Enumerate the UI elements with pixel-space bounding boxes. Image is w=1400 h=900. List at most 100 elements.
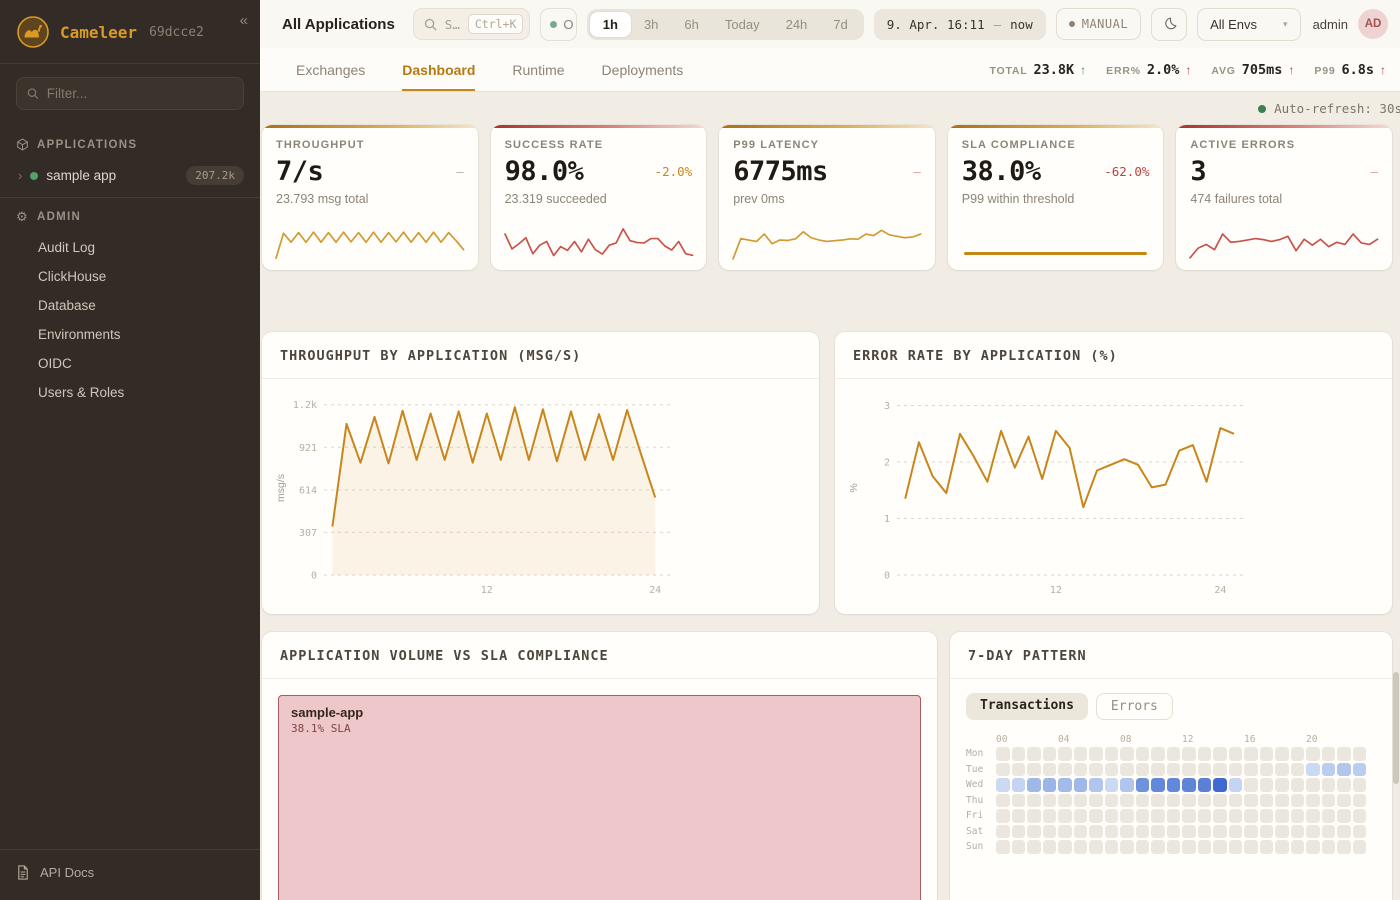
heatmap-cell [1197,762,1211,776]
sidebar-item-api-docs[interactable]: API Docs [0,849,260,900]
heatmap-cell [1011,778,1025,792]
kpi-subtext: 474 failures total [1190,192,1283,206]
tab-exchanges[interactable]: Exchanges [296,61,366,78]
tab-runtime[interactable]: Runtime [512,61,565,78]
sidebar-item-oidc[interactable]: OIDC [38,356,72,371]
heatmap-cell [1042,824,1056,838]
heatmap-cell [1228,762,1242,776]
topbar: All Applications S… Ctrl+K O 1h 3h 6h To… [260,0,1400,48]
card-header: 7-DAY PATTERN [950,632,1392,679]
heatmap-cell [1197,809,1211,823]
tab-transactions[interactable]: Transactions [966,693,1088,720]
heatmap-cell [1104,778,1118,792]
time-range-3h[interactable]: 3h [643,16,659,32]
avatar[interactable]: AD [1358,9,1388,39]
search-icon [27,88,39,99]
heatmap-cell [1027,762,1041,776]
kpi-value: 7/s [276,156,324,187]
pattern-metric-tabs: Transactions Errors [966,693,1376,720]
kpi-delta: -2.0% [654,164,693,179]
filter-input[interactable] [46,86,233,101]
kpi-card-throughput: THROUGHPUT 7/s – 23.793 msg total [262,125,478,270]
heatmap-cell [1073,747,1087,761]
treemap-title: APPLICATION VOLUME VS SLA COMPLIANCE [280,648,609,664]
heatmap-cell [1337,778,1351,792]
stat-value: 2.0% [1146,61,1180,78]
heatmap-cell [1058,778,1072,792]
search-icon [424,18,437,31]
sidebar-item-database[interactable]: Database [38,298,96,313]
time-range-1h[interactable]: 1h [589,11,631,37]
heatmap-cell [1228,747,1242,761]
heatmap-cell [1275,747,1289,761]
sidebar-item-users-roles[interactable]: Users & Roles [38,385,125,400]
heatmap-cell [1058,809,1072,823]
heatmap-cell [1337,762,1351,776]
heatmap-cell [1011,824,1025,838]
heatmap-cell [1151,762,1165,776]
chevron-right-icon[interactable]: › [18,168,23,183]
date-to: now [1010,16,1033,32]
kpi-subtext: 23.319 succeeded [504,192,607,206]
heatmap-cell [1135,809,1149,823]
tab-deployments[interactable]: Deployments [601,61,684,78]
heatmap-cell [1306,793,1320,807]
heatmap-cell [1058,840,1072,854]
tabbar: Exchanges Dashboard Runtime Deployments … [260,48,1400,92]
heatmap-cell [1213,747,1227,761]
divider [0,63,260,64]
svg-text:12: 12 [1050,585,1062,596]
global-search[interactable]: S… Ctrl+K [412,8,531,40]
heatmap-cell [1120,747,1134,761]
time-range-7d[interactable]: 7d [833,16,848,32]
tab-dashboard[interactable]: Dashboard [402,48,475,91]
date-range-picker[interactable]: 9. Apr. 16:11 – now [873,8,1046,40]
heatmap-cell [1197,793,1211,807]
heatmap-cell [1120,762,1134,776]
heatmap-cell [1042,747,1056,761]
sidebar-item-audit-log[interactable]: Audit Log [38,240,96,255]
heatmap-cell [996,762,1010,776]
sidebar-collapse-icon[interactable]: « [239,12,248,29]
heatmap-cell [1213,824,1227,838]
heatmap-cell [1104,762,1118,776]
app-name: sample app [46,168,117,183]
hour-label: 16 [1244,734,1256,745]
svg-text:24: 24 [1214,585,1226,596]
heatmap-cell [1166,824,1180,838]
time-range-24h[interactable]: 24h [785,16,808,32]
manual-label: MANUAL [1081,17,1129,31]
connection-status-pill[interactable]: O [540,7,577,41]
heatmap-cell [1321,747,1335,761]
sidebar-item-environments[interactable]: Environments [38,327,121,342]
manual-refresh-button[interactable]: MANUAL [1055,8,1142,40]
kpi-delta: – [1370,164,1378,179]
treemap-block-sample-app[interactable]: sample-app 38.1% SLA [278,695,921,900]
vertical-scrollbar[interactable] [1393,672,1399,784]
sidebar-item-sample-app[interactable]: › sample app 207.2k [0,159,260,197]
time-range-today[interactable]: Today [724,16,760,32]
applications-section-header: APPLICATIONS [0,126,260,159]
heatmap-cell [1228,824,1242,838]
sla-progress-bar [963,252,1148,255]
dark-mode-toggle[interactable] [1151,7,1188,41]
kpi-value: 3 [1190,156,1207,187]
heatmap-cell [1213,840,1227,854]
time-range-6h[interactable]: 6h [684,16,699,32]
environment-select[interactable]: All Envs ▾ [1197,7,1301,41]
tab-errors[interactable]: Errors [1095,693,1173,720]
heatmap-cell [1089,809,1103,823]
heatmap-cell [1182,793,1196,807]
heatmap-cell [1042,778,1056,792]
heatmap-cell [1259,793,1273,807]
heatmap-cell [1321,793,1335,807]
heatmap-cell [1089,747,1103,761]
heatmap-cell [1321,778,1335,792]
sidebar-filter[interactable] [16,77,244,110]
sidebar-item-clickhouse[interactable]: ClickHouse [38,269,107,284]
heatmap-cell [1104,840,1118,854]
svg-text:614: 614 [299,485,317,496]
date-from: 9. Apr. 16:11 [886,16,985,32]
chart-area: 0 307 614 921 1.2k 12 24 msg/s [262,379,819,601]
heatmap: 00 04 08 12 16 20 Mon Tue Wed Thu Fri Sat Sun [966,734,1376,854]
